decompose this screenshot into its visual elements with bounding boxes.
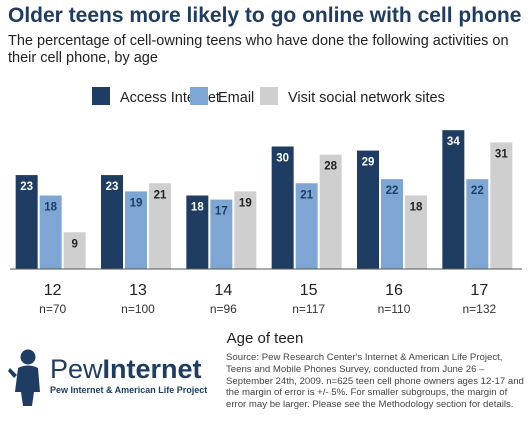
bar-value-label: 23 [20,181,33,193]
bar-value-label: 19 [130,197,143,209]
sample-size-label: n=110 [378,302,411,316]
person-silhouette-icon [8,349,40,406]
bar-value-label: 31 [495,148,508,160]
bar-value-label: 22 [471,185,484,197]
bar-value-label: 30 [276,153,289,165]
legend-swatch [92,87,110,105]
logo-pew: Pew [50,354,103,384]
sample-size-label: n=117 [292,302,325,316]
x-axis-title: Age of teen [226,330,304,347]
sample-size-label: n=132 [462,302,496,316]
bar [490,142,513,269]
legend-label: Visit social network sites [288,90,445,106]
bar [63,232,86,269]
source-note: Source: Pew Research Center's Internet &… [226,352,524,411]
bar [319,154,342,269]
bar-value-label: 28 [324,161,337,173]
bar [271,146,294,269]
bar-value-label: 19 [239,197,252,209]
legend-swatch [260,87,278,105]
bar [186,195,209,269]
bar [210,199,233,269]
bar-value-label: 17 [215,206,228,218]
sample-size-label: n=100 [121,302,155,316]
bar [125,191,147,269]
x-tick-label: 15 [300,282,318,299]
logo-internet: Internet [102,354,202,384]
bar [234,191,257,269]
bar-value-label: 9 [71,238,77,250]
bar [381,179,403,269]
logo-subtitle: Pew Internet & American Life Project [50,385,208,395]
chart-subtitle: The percentage of cell-owning teens who … [8,33,509,66]
bar [149,183,171,269]
sample-size-label: n=70 [39,302,66,316]
sample-size-label: n=96 [210,302,237,316]
bar [405,195,427,269]
bar [295,183,318,269]
bar-value-label: 21 [300,189,313,201]
bar [357,150,379,269]
bar-value-label: 18 [191,202,204,214]
bar [39,195,62,269]
x-tick-label: 14 [214,282,232,299]
legend-label: Email [218,90,254,106]
bar-value-label: 18 [410,202,423,214]
x-tick-label: 17 [470,282,488,299]
bar-value-label: 29 [362,157,375,169]
bar-value-label: 34 [447,136,460,148]
bar [466,179,489,269]
bar-value-label: 22 [386,185,399,197]
chart-title: Older teens more likely to go online wit… [8,4,522,27]
bar-value-label: 21 [154,189,167,201]
bar [101,175,123,269]
x-tick-label: 13 [129,282,147,299]
bar [15,175,38,269]
bar-value-label: 23 [106,181,119,193]
pew-internet-logo: PewInternet Pew Internet & American Life… [8,348,218,408]
x-tick-label: 16 [385,282,403,299]
legend-swatch [190,87,208,105]
logo-wordmark: PewInternet [50,354,202,384]
bar-value-label: 18 [44,202,57,214]
bar [442,130,465,269]
x-tick-label: 12 [44,282,62,299]
